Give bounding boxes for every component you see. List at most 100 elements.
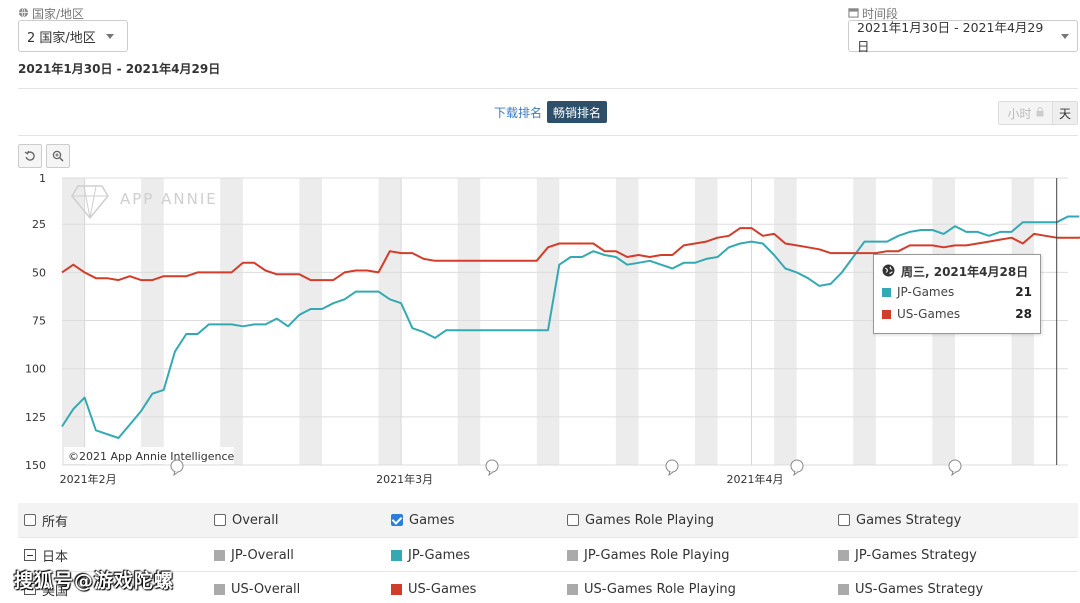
legend-item-label: US-Games Strategy [855,581,984,597]
country-select[interactable]: 2 国家/地区 [18,20,128,52]
series-swatch [567,549,578,561]
weekend-band [694,178,718,465]
legend-item[interactable]: US-Games Role Playing [567,572,736,603]
weekend-band [774,178,797,465]
country-label: 国家/地区 [18,5,84,22]
hourly-label: 小时 [1007,106,1032,121]
event-marker-icon [485,459,499,477]
y-tick-label: 1 [39,172,46,185]
checkbox[interactable] [214,514,226,526]
legend-header-label: Games Role Playing [585,512,714,528]
globe-icon [18,7,29,21]
series-line-us-games [61,227,1080,282]
legend-item[interactable]: US-Games [391,572,476,603]
country-select-value: 2 国家/地区 [27,30,96,46]
series-swatch [391,583,402,595]
app-annie-logo-icon [71,185,109,220]
copyright-label: ©2021 App Annie Intelligence [68,450,235,463]
weekend-band [615,178,639,465]
tooltip-series-name: US-Games [897,307,961,321]
legend-item[interactable]: US-Games Strategy [838,572,983,603]
divider [18,135,1078,136]
logo-facets [72,185,108,219]
y-tick-label: 100 [25,363,46,376]
legend-header-label: Overall [232,512,279,528]
series-swatch [214,549,225,561]
period-select[interactable]: 2021年1月30日 - 2021年4月29日 [848,20,1078,54]
legend-toggle-overall[interactable]: Overall [214,503,278,537]
event-marker-icon [790,459,804,477]
weekend-band [62,178,85,465]
globe-icon [882,264,895,280]
legend-toggle-role-playing[interactable]: Games Role Playing [567,503,714,537]
divider [18,88,1078,89]
tab-downloads[interactable]: 下载排名 [494,105,543,120]
y-tick-label: 25 [32,218,46,231]
series-swatch [567,583,578,595]
tab-grossing[interactable]: 畅销排名 [547,101,608,123]
reset-zoom-button[interactable] [18,144,42,168]
logo-outline [71,185,109,220]
marker-bubble [948,459,962,473]
y-tick-label: 125 [25,411,46,424]
granularity-toggle: 小时 天 [998,101,1078,125]
undo-icon [24,147,36,166]
legend-item-label: JP-Overall [231,547,294,563]
period-label-text: 时间段 [862,7,899,21]
copyright-bg [64,447,234,464]
legend-group-label: 美国 [42,583,69,599]
calendar-icon [848,7,859,21]
legend-item[interactable]: JP-Games [391,538,470,572]
series-swatch [882,287,891,297]
collapse-group-us[interactable]: 美国 [24,572,68,603]
tooltip-series-value: 28 [1015,307,1032,321]
event-marker-icon [170,459,184,477]
marker-bubble [485,459,499,473]
checkbox[interactable] [567,514,579,526]
event-marker-icon [665,459,679,477]
legend-item[interactable]: JP-Games Role Playing [567,538,730,572]
weekend-band [457,178,481,465]
marker-tail [951,470,957,477]
series-swatch [838,583,849,595]
zoom-button[interactable] [46,144,70,168]
tooltip-date: 周三, 2021年4月28日 [901,265,1029,279]
legend-item[interactable]: JP-Overall [214,538,294,572]
legend-header-row: 所有 Overall Games Games Role Playing Game… [18,503,1078,537]
legend-item-label: JP-Games Role Playing [584,547,730,563]
legend-item[interactable]: US-Overall [214,572,300,603]
period-label: 时间段 [848,5,898,22]
date-range-title: 2021年1月30日 - 2021年4月29日 [18,62,221,76]
legend-toggle-all[interactable]: 所有 [24,503,68,537]
tooltip-series-value: 21 [1015,285,1032,299]
tooltip-row: US-Games 28 [882,307,1032,321]
chart-tooltip: 周三, 2021年4月28日 JP-Games 21 US-Games 28 [873,254,1041,334]
legend-toggle-games[interactable]: Games [391,503,454,537]
series-swatch [838,549,849,561]
legend-row-us: 美国 US-Overall US-Games US-Games Role Pla… [18,571,1078,603]
chevron-down-icon [1061,33,1069,39]
checkbox[interactable] [838,514,850,526]
marker-bubble [170,459,184,473]
tooltip-row: JP-Games 21 [882,285,1032,299]
checkbox-checked[interactable] [391,514,403,526]
daily-button[interactable]: 天 [1053,102,1077,124]
legend-item-label: US-Games Role Playing [584,581,736,597]
collapse-group-jp[interactable]: 日本 [24,538,68,572]
hourly-button[interactable]: 小时 [999,102,1053,124]
legend-toggle-strategy[interactable]: Games Strategy [838,503,961,537]
marker-bubble [790,459,804,473]
y-tick-label: 150 [25,459,46,472]
legend-item[interactable]: JP-Games Strategy [838,538,977,572]
checkbox[interactable] [24,514,36,526]
watermark: 搜狐号@游戏陀螺 [14,570,175,592]
legend-item-label: JP-Games [408,547,471,563]
series-swatch [882,309,891,319]
chevron-down-icon [105,33,114,39]
legend-header-label: Games Strategy [856,512,962,528]
legend-header-label: 所有 [42,514,69,530]
weekend-band [299,178,322,465]
legend-group-label: 日本 [42,549,69,565]
y-tick-label: 75 [32,315,46,328]
